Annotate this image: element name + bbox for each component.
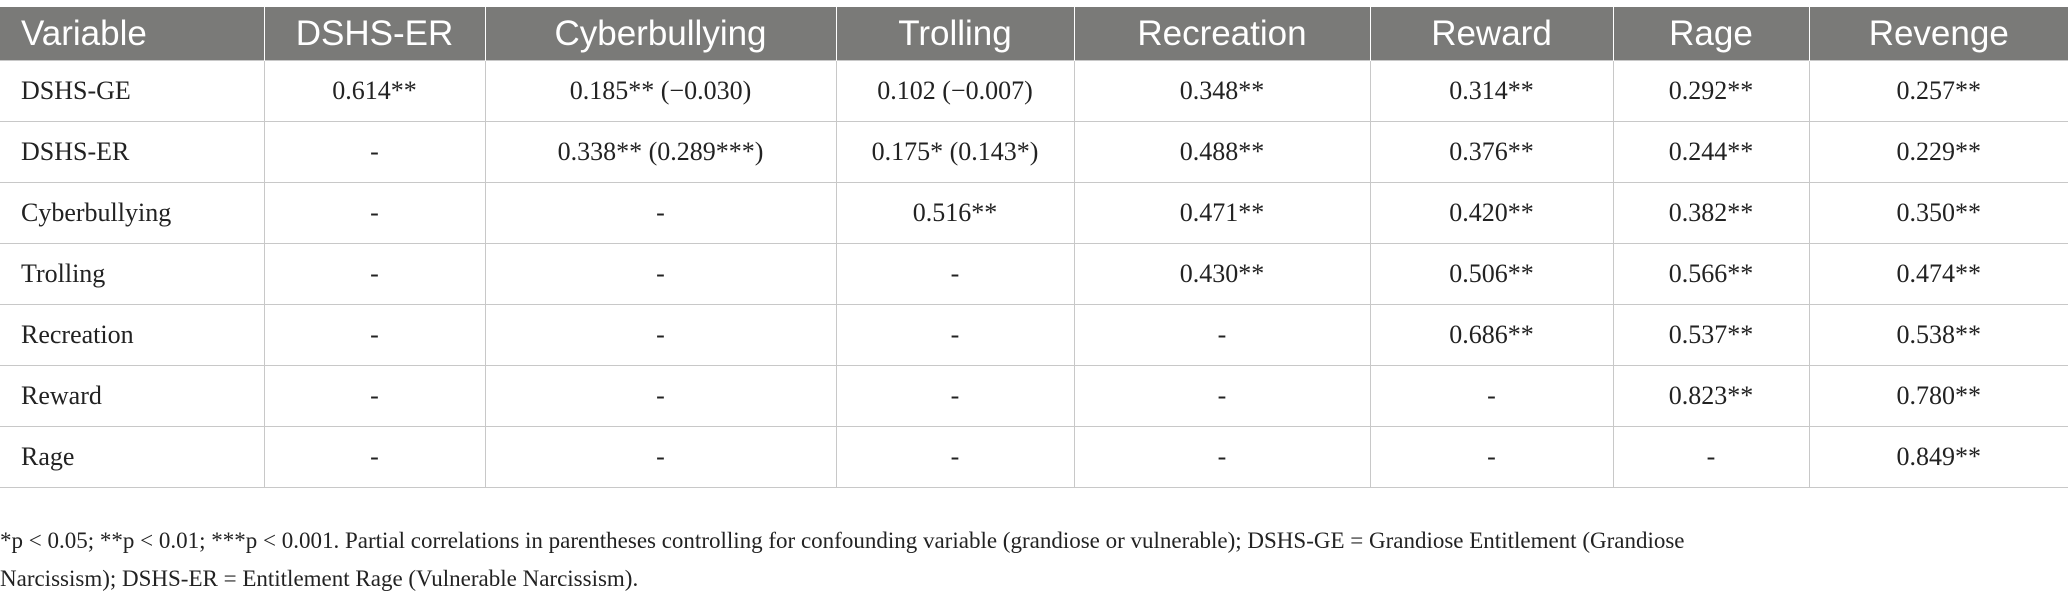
table-cell: 0.471** [1073,182,1371,244]
table-cell: - [263,426,486,488]
table-row: Reward - - - - - 0.823** 0.780** [0,365,2068,427]
header-cyberbullying: Cyberbullying [484,7,836,61]
header-row: Variable DSHS-ER Cyberbullying Trolling … [0,7,2068,61]
table-cell: 0.474** [1808,243,2068,305]
table-cell: 0.185** (−0.030) [484,60,837,122]
table-cell: 0.338** (0.289***) [484,121,837,183]
row-label: Rage [0,426,265,488]
table-cell: 0.382** [1612,182,1810,244]
table-cell: 0.350** [1808,182,2068,244]
header-variable: Variable [0,7,264,61]
table-cell: 0.516** [835,182,1075,244]
header-recreation: Recreation [1073,7,1370,61]
table-cell: 0.537** [1612,304,1810,366]
table-cell: 0.376** [1369,121,1614,183]
header-dshs-er: DSHS-ER [263,7,485,61]
table-cell: - [1612,426,1810,488]
table-cell: 0.430** [1073,243,1371,305]
table-row: Rage - - - - - - 0.849** [0,426,2068,488]
table-cell: 0.566** [1612,243,1810,305]
table-row: DSHS-ER - 0.338** (0.289***) 0.175* (0.1… [0,121,2068,183]
table-row: Recreation - - - - 0.686** 0.537** 0.538… [0,304,2068,366]
table-cell: - [1073,426,1371,488]
table-cell: - [484,182,837,244]
table-cell: - [263,365,486,427]
table-footnote: *p < 0.05; **p < 0.01; ***p < 0.001. Par… [0,522,2000,598]
table-cell: - [835,304,1075,366]
row-label: Recreation [0,304,265,366]
table-cell: - [263,182,486,244]
table-cell: 0.292** [1612,60,1810,122]
header-trolling: Trolling [835,7,1074,61]
correlation-table-container: Variable DSHS-ER Cyberbullying Trolling … [0,7,2068,488]
header-reward: Reward [1369,7,1613,61]
table-cell: - [263,243,486,305]
row-label: Trolling [0,243,265,305]
table-cell: - [263,121,486,183]
table-row: Cyberbullying - - 0.516** 0.471** 0.420*… [0,182,2068,244]
table-cell: - [1073,304,1371,366]
table-row: DSHS-GE 0.614** 0.185** (−0.030) 0.102 (… [0,60,2068,122]
table-cell: - [484,365,837,427]
row-label: DSHS-GE [0,60,265,122]
table-cell: 0.244** [1612,121,1810,183]
header-rage: Rage [1612,7,1809,61]
table-cell: 0.686** [1369,304,1614,366]
table-cell: 0.849** [1808,426,2068,488]
table-cell: 0.506** [1369,243,1614,305]
table-cell: - [835,426,1075,488]
row-label: Cyberbullying [0,182,265,244]
table-cell: 0.229** [1808,121,2068,183]
table-cell: - [835,365,1075,427]
table-cell: - [1073,365,1371,427]
table-cell: - [1369,365,1614,427]
header-revenge: Revenge [1808,7,2068,61]
row-label: DSHS-ER [0,121,265,183]
table-cell: - [484,304,837,366]
table-cell: - [263,304,486,366]
footnote-line-2: Narcissism); DSHS-ER = Entitlement Rage … [0,566,639,591]
table-cell: 0.538** [1808,304,2068,366]
table-cell: 0.257** [1808,60,2068,122]
table-cell: 0.102 (−0.007) [835,60,1075,122]
table-cell: 0.488** [1073,121,1371,183]
footnote-line-1: *p < 0.05; **p < 0.01; ***p < 0.001. Par… [0,528,1685,553]
row-label: Reward [0,365,265,427]
table-cell: 0.420** [1369,182,1614,244]
table-cell: - [484,426,837,488]
table-cell: - [1369,426,1614,488]
table-cell: 0.614** [263,60,486,122]
correlation-table: Variable DSHS-ER Cyberbullying Trolling … [0,7,2068,488]
table-row: Trolling - - - 0.430** 0.506** 0.566** 0… [0,243,2068,305]
table-cell: 0.348** [1073,60,1371,122]
table-cell: 0.314** [1369,60,1614,122]
table-cell: 0.780** [1808,365,2068,427]
table-cell: 0.175* (0.143*) [835,121,1075,183]
table-cell: - [835,243,1075,305]
table-cell: 0.823** [1612,365,1810,427]
table-cell: - [484,243,837,305]
